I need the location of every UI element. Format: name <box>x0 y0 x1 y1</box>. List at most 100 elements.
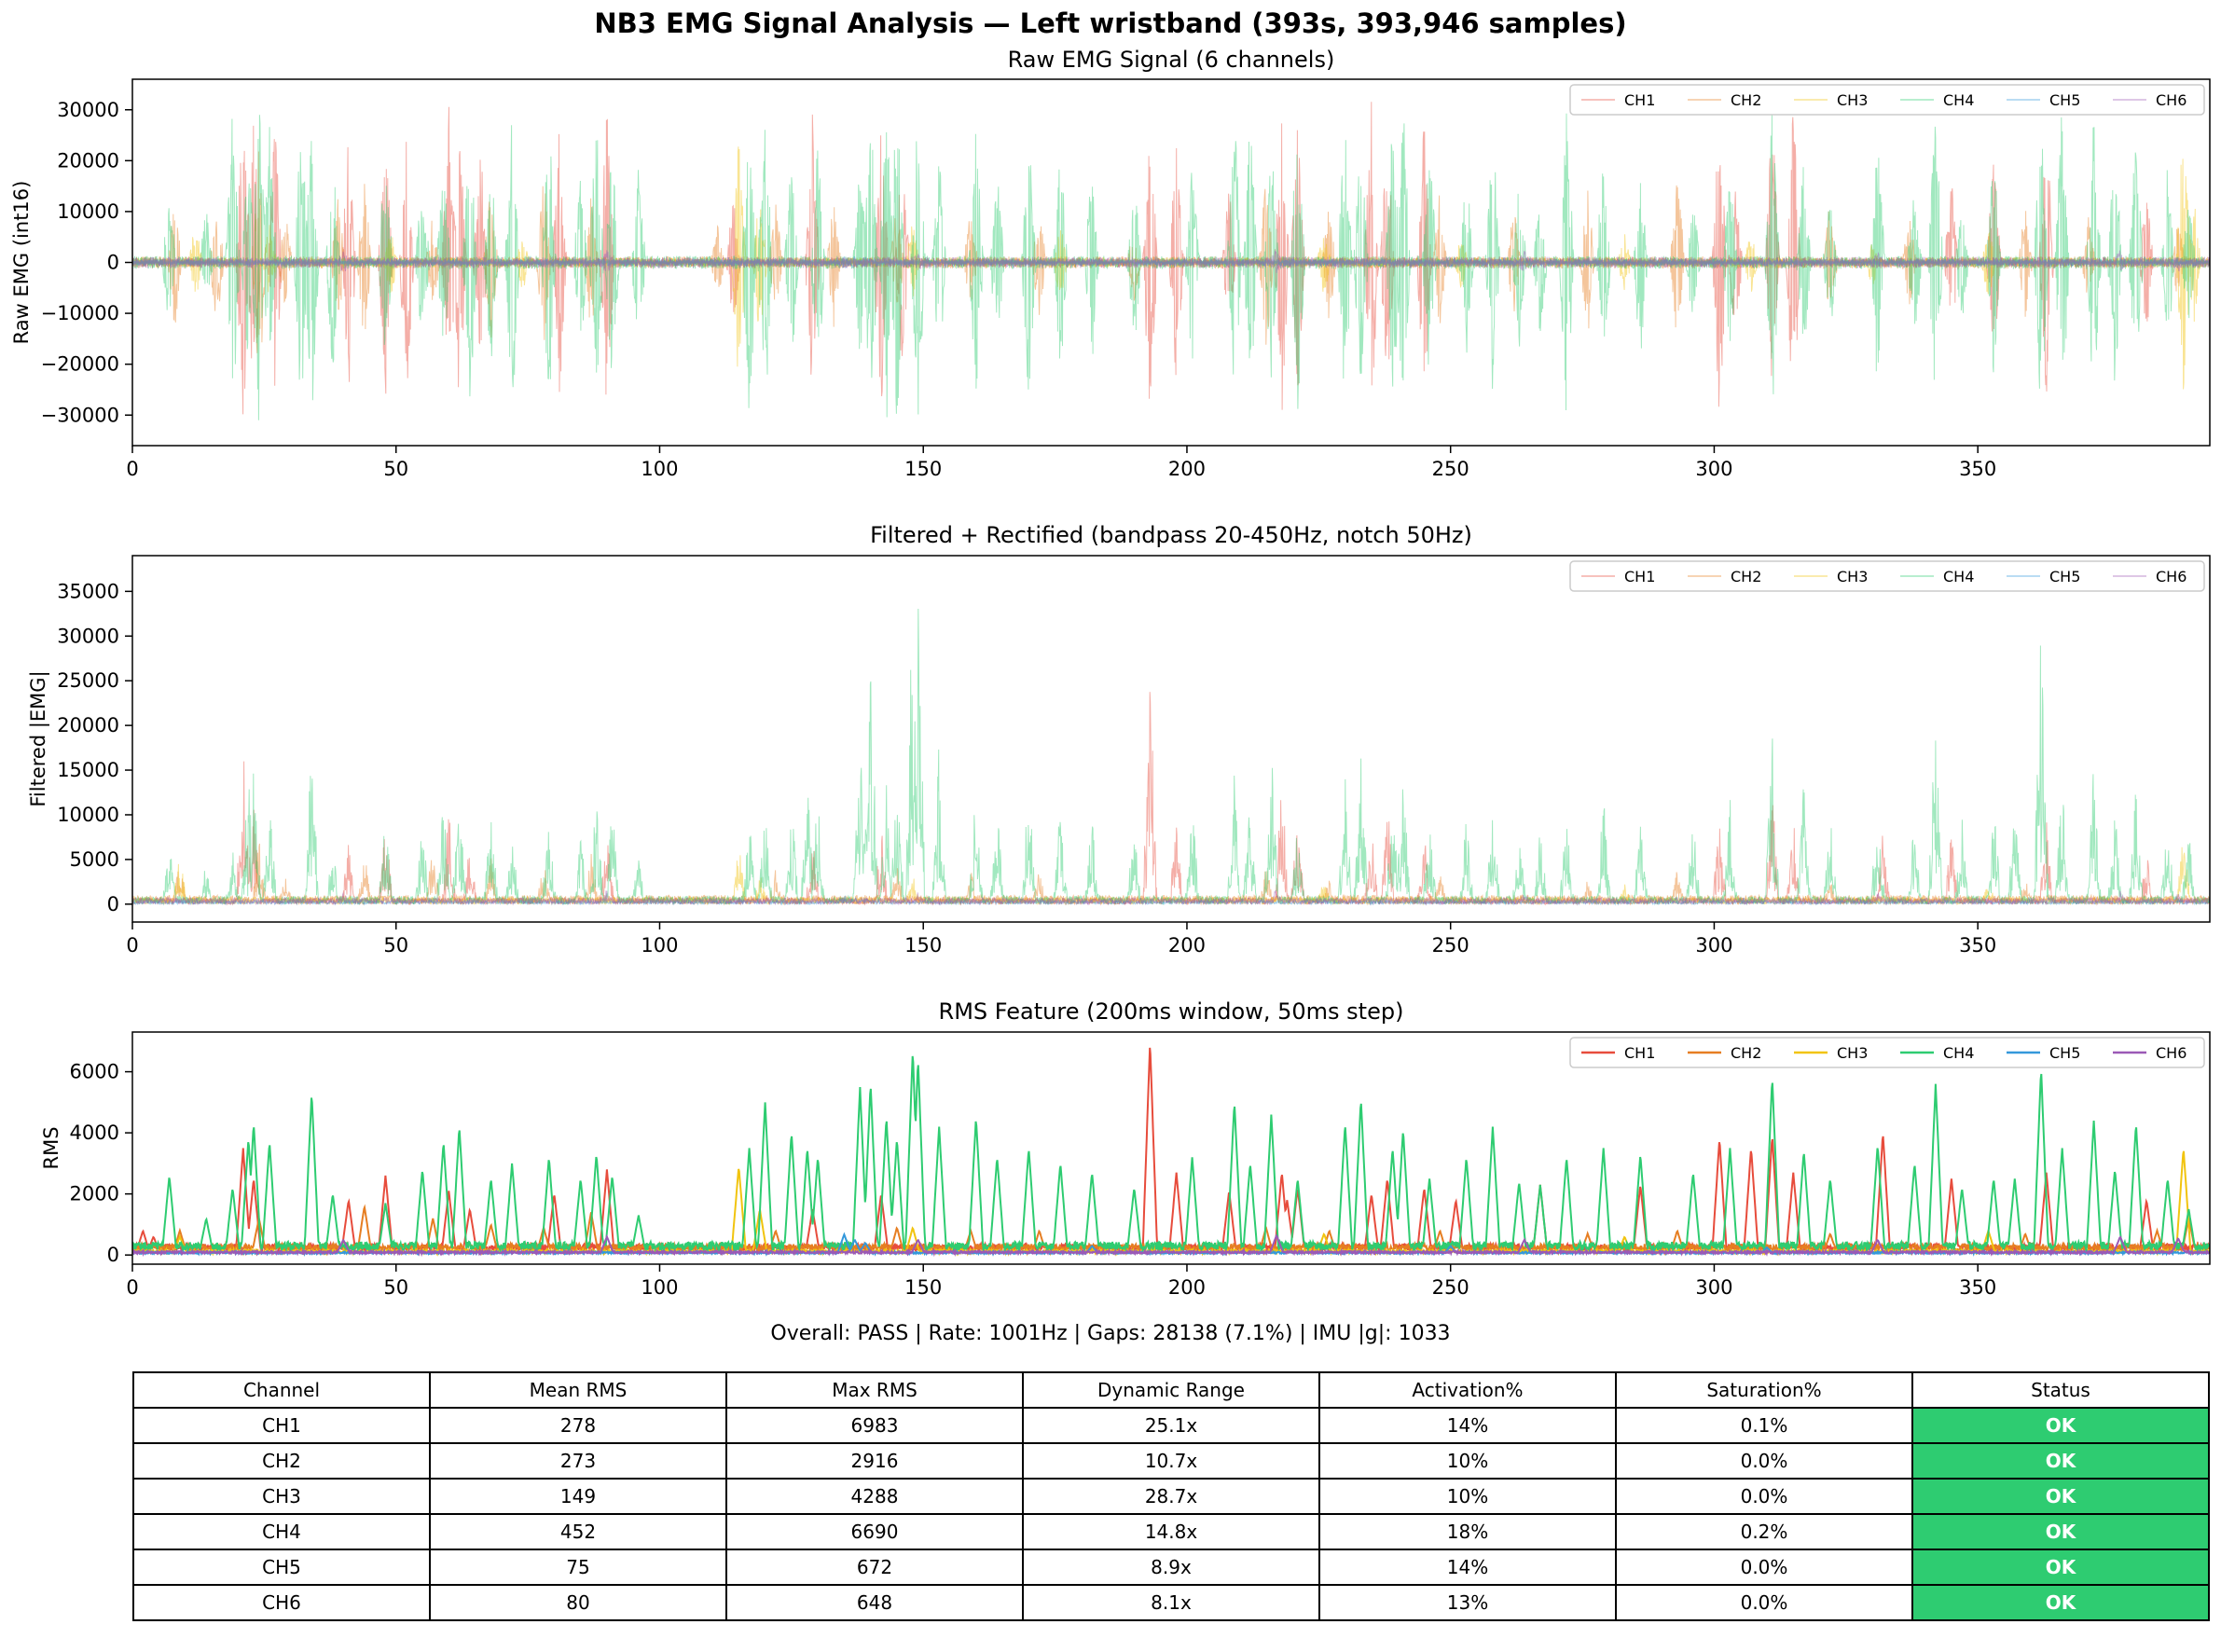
status-cell: OK <box>1911 1549 2210 1586</box>
column-header: Channel <box>132 1371 431 1409</box>
y-tick-label: 20000 <box>57 149 119 172</box>
x-tick-label: 250 <box>1432 1276 1469 1299</box>
table-row: CH6 80 648 8.1x 13% 0.0% OK <box>132 1584 2210 1621</box>
y-tick-label: 2000 <box>70 1183 119 1205</box>
table-cell: 6690 <box>725 1513 1024 1550</box>
series-line-ch5 <box>132 895 2210 906</box>
table-cell: 14.8x <box>1022 1513 1320 1550</box>
x-tick-label: 50 <box>383 1276 408 1299</box>
table-cell: CH6 <box>132 1584 431 1621</box>
x-tick-label: 300 <box>1695 458 1732 480</box>
rms-feature-chart: RMS Feature (200ms window, 50ms step) 0 50… <box>40 998 2211 1299</box>
table-cell: 0.0% <box>1615 1478 1913 1515</box>
x-tick-label: 0 <box>126 458 138 480</box>
table-cell: 13% <box>1318 1584 1617 1621</box>
legend-label-ch4: CH4 <box>1943 568 1974 585</box>
table-row: CH1 278 6983 25.1x 14% 0.1% OK <box>132 1407 2210 1444</box>
y-axis-label: Raw EMG (int16) <box>10 181 33 345</box>
series-line-ch1 <box>132 692 2210 906</box>
table-cell: CH2 <box>132 1442 431 1480</box>
y-axis-label: RMS <box>40 1126 62 1169</box>
y-tick-label: 4000 <box>70 1122 119 1144</box>
x-tick-label: 150 <box>904 458 942 480</box>
y-tick-label: −30000 <box>41 404 119 426</box>
chart-title: Raw EMG Signal (6 channels) <box>1008 47 1335 73</box>
status-cell: OK <box>1911 1513 2210 1550</box>
table-cell: 10.7x <box>1022 1442 1320 1480</box>
legend: CH1 CH2 CH3 CH4 CH5 CH6 <box>1569 84 2205 116</box>
status-cell: OK <box>1911 1478 2210 1515</box>
table-cell: 10% <box>1318 1442 1617 1480</box>
table-cell: 0.1% <box>1615 1407 1913 1444</box>
table-cell: 149 <box>429 1478 727 1515</box>
legend-label-ch6: CH6 <box>2156 1044 2187 1062</box>
column-header: Activation% <box>1318 1371 1617 1409</box>
x-tick-label: 300 <box>1695 1276 1732 1299</box>
table-cell: 6983 <box>725 1407 1024 1444</box>
series-line-ch6 <box>132 1233 2210 1258</box>
y-axis-label: Filtered |EMG| <box>27 670 50 806</box>
status-cell: OK <box>1911 1407 2210 1444</box>
y-tick-label: 0 <box>107 252 119 274</box>
legend-label-ch5: CH5 <box>2049 568 2080 585</box>
legend-label-ch1: CH1 <box>1624 91 1655 109</box>
y-tick-label: 10000 <box>57 804 119 826</box>
y-tick-label: 0 <box>107 893 119 915</box>
series-line-ch6 <box>132 250 2210 273</box>
y-tick-label: 6000 <box>70 1061 119 1083</box>
legend-box <box>1569 1037 2205 1068</box>
legend-label-ch1: CH1 <box>1624 568 1655 585</box>
table-cell: 8.9x <box>1022 1549 1320 1586</box>
y-tick-label: 25000 <box>57 669 119 692</box>
x-tick-label: 150 <box>904 1276 942 1299</box>
table-cell: 0.0% <box>1615 1584 1913 1621</box>
series-line-ch3 <box>132 847 2210 906</box>
legend-label-ch6: CH6 <box>2156 91 2187 109</box>
x-tick-label: 50 <box>383 934 408 957</box>
series-group <box>132 608 2210 906</box>
legend-label-ch3: CH3 <box>1837 1044 1868 1062</box>
table-cell: 25.1x <box>1022 1407 1320 1444</box>
x-tick-label: 50 <box>383 458 408 480</box>
series-line-ch2 <box>132 151 2210 353</box>
y-tick-label: 20000 <box>57 714 119 737</box>
raw-emg-chart: Raw EMG Signal (6 channels) 0 50 100 150 200 2… <box>10 47 2211 480</box>
chart-title: Filtered + Rectified (bandpass 20-450Hz,… <box>870 522 1472 548</box>
y-tick-label: 30000 <box>57 99 119 121</box>
legend-box <box>1569 84 2205 116</box>
series-line-ch4 <box>132 608 2210 906</box>
x-tick-label: 350 <box>1959 934 1996 957</box>
table-row: CH4 452 6690 14.8x 18% 0.2% OK <box>132 1513 2210 1550</box>
x-tick-label: 200 <box>1168 458 1206 480</box>
status-cell: OK <box>1911 1442 2210 1480</box>
y-tick-label: 5000 <box>70 848 119 871</box>
y-tick-label: −10000 <box>41 302 119 324</box>
table-cell: 0.2% <box>1615 1513 1913 1550</box>
series-line-ch6 <box>132 889 2210 906</box>
column-header: Dynamic Range <box>1022 1371 1320 1409</box>
y-tick-label: 35000 <box>57 580 119 602</box>
legend-label-ch4: CH4 <box>1943 91 1974 109</box>
table-cell: 0.0% <box>1615 1442 1913 1480</box>
table-row: CH5 75 672 8.9x 14% 0.0% OK <box>132 1549 2210 1586</box>
series-line-ch5 <box>132 255 2210 268</box>
series-line-ch4 <box>132 1055 2210 1254</box>
x-tick-label: 250 <box>1432 458 1469 480</box>
y-tick-label: 30000 <box>57 625 119 647</box>
legend-box <box>1569 560 2205 592</box>
legend: CH1 CH2 CH3 CH4 CH5 CH6 <box>1569 1037 2205 1068</box>
legend-label-ch2: CH2 <box>1731 1044 1761 1062</box>
table-cell: 80 <box>429 1584 727 1621</box>
table-cell: 273 <box>429 1442 727 1480</box>
table-cell: 278 <box>429 1407 727 1444</box>
table-cell: 8.1x <box>1022 1584 1320 1621</box>
x-tick-label: 350 <box>1959 1276 1996 1299</box>
x-tick-label: 100 <box>641 1276 678 1299</box>
legend-label-ch4: CH4 <box>1943 1044 1974 1062</box>
table-cell: CH5 <box>132 1549 431 1586</box>
legend-label-ch6: CH6 <box>2156 568 2187 585</box>
table-cell: 0.0% <box>1615 1549 1913 1586</box>
y-tick-label: 15000 <box>57 759 119 781</box>
table-cell: 14% <box>1318 1407 1617 1444</box>
y-tick-label: 0 <box>107 1244 119 1266</box>
